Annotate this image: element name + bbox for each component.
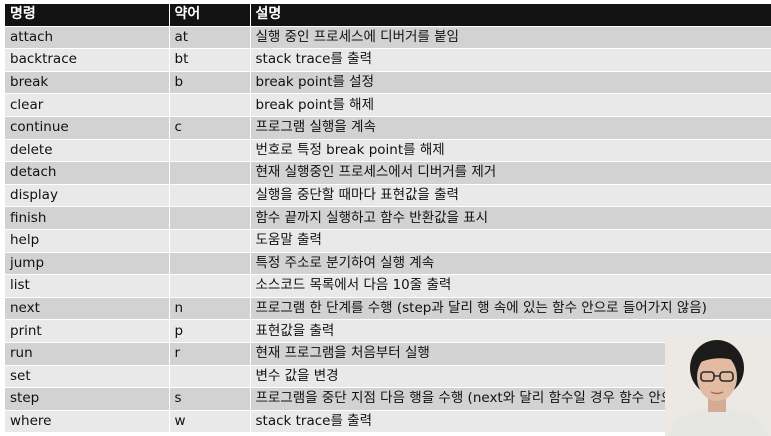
abbreviation-cell: bt	[169, 48, 251, 72]
command-cell: delete	[5, 139, 170, 163]
command-cell: set	[5, 365, 170, 389]
table-row: break b break point를 설정	[5, 71, 771, 95]
command-cell: where	[5, 410, 170, 434]
abbreviation-cell: s	[169, 387, 251, 411]
description-cell: 현재 프로그램을 처음부터 실행	[250, 342, 771, 366]
description-cell: 함수 끝까지 실행하고 함수 반환값을 표시	[250, 206, 771, 230]
header-description: 설명	[250, 4, 771, 27]
table-row: run r 현재 프로그램을 처음부터 실행	[5, 342, 771, 366]
table-row: jump 특정 주소로 분기하여 실행 계속	[5, 252, 771, 276]
abbreviation-cell: c	[169, 116, 251, 140]
table-row: finish 함수 끝까지 실행하고 함수 반환값을 표시	[5, 206, 771, 230]
description-cell: stack trace를 출력	[250, 410, 771, 434]
table-row: delete 번호로 특정 break point를 해제	[5, 139, 771, 163]
abbreviation-cell	[169, 161, 251, 185]
abbreviation-cell	[169, 229, 251, 253]
table-row: attach at 실행 중인 프로세스에 디버거를 붙임	[5, 26, 771, 50]
command-cell: detach	[5, 161, 170, 185]
webcam-overlay	[665, 334, 771, 436]
description-cell: 특정 주소로 분기하여 실행 계속	[250, 252, 771, 276]
command-cell: display	[5, 184, 170, 208]
table-row: step s 프로그램을 중단 지점 다음 행을 수행 (next와 달리 함수일 …	[5, 387, 771, 411]
command-cell: jump	[5, 252, 170, 276]
command-cell: help	[5, 229, 170, 253]
header-abbreviation: 약어	[169, 4, 251, 27]
abbreviation-cell	[169, 93, 251, 117]
description-cell: break point를 해제	[250, 93, 771, 117]
abbreviation-cell: w	[169, 410, 251, 434]
table-row: backtrace bt stack trace를 출력	[5, 48, 771, 72]
abbreviation-cell	[169, 365, 251, 389]
abbreviation-cell	[169, 139, 251, 163]
gdb-command-table: 명령 약어 설명 attach at 실행 중인 프로세스에 디버거를 붙임 back…	[5, 4, 771, 434]
abbreviation-cell: r	[169, 342, 251, 366]
abbreviation-cell	[169, 184, 251, 208]
header-command: 명령	[5, 4, 170, 27]
description-cell: break point를 설정	[250, 71, 771, 95]
description-cell: 프로그램을 중단 지점 다음 행을 수행 (next와 달리 함수일 경우 함수…	[250, 387, 771, 411]
command-cell: step	[5, 387, 170, 411]
command-cell: clear	[5, 93, 170, 117]
table-row: print p 표현값을 출력	[5, 319, 771, 343]
description-cell: 도움말 출력	[250, 229, 771, 253]
abbreviation-cell: n	[169, 297, 251, 321]
abbreviation-cell: at	[169, 26, 251, 50]
table-row: detach 현재 실행중인 프로세스에서 디버거를 제거	[5, 161, 771, 185]
description-cell: 현재 실행중인 프로세스에서 디버거를 제거	[250, 161, 771, 185]
table-body: attach at 실행 중인 프로세스에 디버거를 붙임 backtrace bt st…	[5, 26, 771, 434]
table-row: list 소스코드 목록에서 다음 10줄 출력	[5, 274, 771, 298]
table-row: clear break point를 해제	[5, 93, 771, 117]
table-row: continue c 프로그램 실행을 계속	[5, 116, 771, 140]
table-row: set 변수 값을 변경	[5, 365, 771, 389]
slide: 명령 약어 설명 attach at 실행 중인 프로세스에 디버거를 붙임 back…	[5, 4, 771, 434]
table-row: where w stack trace를 출력	[5, 410, 771, 434]
command-cell: run	[5, 342, 170, 366]
abbreviation-cell	[169, 252, 251, 276]
abbreviation-cell	[169, 274, 251, 298]
table-row: display 실행을 중단할 때마다 표현값을 출력	[5, 184, 771, 208]
command-cell: finish	[5, 206, 170, 230]
abbreviation-cell	[169, 206, 251, 230]
command-cell: next	[5, 297, 170, 321]
presenter-image	[665, 334, 771, 436]
table-header-row: 명령 약어 설명	[5, 4, 771, 27]
command-cell: attach	[5, 26, 170, 50]
description-cell: 소스코드 목록에서 다음 10줄 출력	[250, 274, 771, 298]
description-cell: 변수 값을 변경	[250, 365, 771, 389]
description-cell: 번호로 특정 break point를 해제	[250, 139, 771, 163]
command-cell: print	[5, 319, 170, 343]
description-cell: 실행을 중단할 때마다 표현값을 출력	[250, 184, 771, 208]
abbreviation-cell: b	[169, 71, 251, 95]
description-cell: 표현값을 출력	[250, 319, 771, 343]
description-cell: stack trace를 출력	[250, 48, 771, 72]
command-cell: list	[5, 274, 170, 298]
abbreviation-cell: p	[169, 319, 251, 343]
description-cell: 프로그램 실행을 계속	[250, 116, 771, 140]
command-cell: break	[5, 71, 170, 95]
table-row: help 도움말 출력	[5, 229, 771, 253]
command-cell: continue	[5, 116, 170, 140]
description-cell: 실행 중인 프로세스에 디버거를 붙임	[250, 26, 771, 50]
table-row: next n 프로그램 한 단계를 수행 (step과 달리 행 속에 있는 함수 …	[5, 297, 771, 321]
command-cell: backtrace	[5, 48, 170, 72]
description-cell: 프로그램 한 단계를 수행 (step과 달리 행 속에 있는 함수 안으로 들…	[250, 297, 771, 321]
